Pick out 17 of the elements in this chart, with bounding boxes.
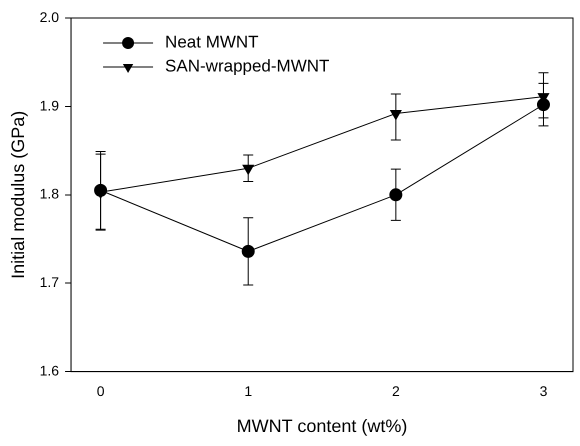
- point: [536, 98, 550, 112]
- y-axis-title: Initial modulus (GPa): [8, 110, 28, 279]
- x-tick-label: 3: [540, 382, 548, 399]
- x-tick-label: 1: [244, 382, 252, 399]
- point: [389, 188, 402, 202]
- legend-label: SAN-wrapped-MWNT: [165, 56, 330, 76]
- point: [94, 184, 108, 197]
- x-tick-label: 0: [96, 382, 105, 399]
- y-tick-label: 1.8: [40, 186, 60, 202]
- x-tick-label: 2: [392, 382, 400, 399]
- legend-label: Neat MWNT: [165, 32, 259, 52]
- y-tick-label: 1.6: [40, 362, 60, 378]
- point: [242, 244, 255, 258]
- x-axis-title: MWNT content (wt%): [236, 416, 408, 436]
- y-tick-label: 1.9: [40, 97, 60, 114]
- y-tick-label: 2.0: [40, 8, 60, 25]
- y-tick-label: 1.7: [40, 274, 60, 290]
